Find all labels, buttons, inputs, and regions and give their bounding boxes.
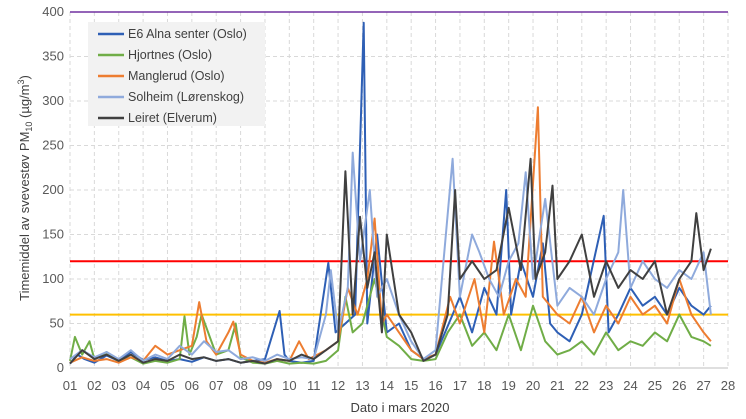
legend-label-1: E6 Alna senter (Oslo): [128, 27, 247, 41]
x-tick-label: 17: [453, 378, 467, 393]
x-tick-label: 16: [428, 378, 442, 393]
legend-label-5: Leiret (Elverum): [128, 111, 217, 125]
x-tick-label: 03: [112, 378, 126, 393]
x-tick-label: 02: [87, 378, 101, 393]
y-axis-title-unit: (µg/m: [17, 84, 32, 121]
series-line-3: [69, 106, 712, 364]
legend-label-2: Hjortnes (Oslo): [128, 48, 212, 62]
y-tick-label: 50: [50, 316, 64, 331]
legend-label-3: Manglerud (Oslo): [128, 69, 225, 83]
x-tick-label: 19: [501, 378, 515, 393]
x-tick-label: 08: [233, 378, 247, 393]
series-lines: [69, 21, 712, 365]
x-tick-label: 10: [282, 378, 296, 393]
x-tick-label: 13: [355, 378, 369, 393]
x-tick-label: 09: [258, 378, 272, 393]
x-tick-label: 23: [599, 378, 613, 393]
y-axis-title-subscript: 10: [24, 122, 34, 132]
legend: E6 Alna senter (Oslo) Hjortnes (Oslo) Mang…: [88, 22, 265, 126]
x-tick-label: 07: [209, 378, 223, 393]
x-tick-label: 12: [331, 378, 345, 393]
legend-background: [88, 22, 265, 126]
series-line-5: [69, 157, 712, 365]
x-tick-label: 11: [307, 378, 321, 393]
x-tick-label: 25: [648, 378, 662, 393]
x-tick-label: 05: [160, 378, 174, 393]
series-line-4: [69, 151, 712, 362]
y-axis-title-superscript: 3: [16, 79, 26, 84]
y-tick-label: 300: [42, 93, 64, 108]
x-tick-label: 22: [575, 378, 589, 393]
y-tick-label: 200: [42, 182, 64, 197]
series-line-2: [69, 278, 712, 365]
y-axis-title-unit-close: ): [17, 75, 32, 79]
x-axis-title: Dato i mars 2020: [351, 400, 450, 415]
x-tick-label: 04: [136, 378, 150, 393]
x-tick-label: 15: [404, 378, 418, 393]
y-tick-label: 250: [42, 138, 64, 153]
x-tick-label: 24: [623, 378, 637, 393]
legend-label-4: Solheim (Lørenskog): [128, 90, 244, 104]
x-tick-label: 06: [185, 378, 199, 393]
y-axis-title: Timemiddel av svevestøv PM10 (µg/m3): [16, 75, 34, 301]
y-tick-label: 100: [42, 271, 64, 286]
y-tick-label: 0: [57, 360, 64, 375]
y-tick-labels: 0 50 100 150 200 250 300 350 400: [42, 4, 64, 375]
x-tick-label: 20: [526, 378, 540, 393]
y-axis-title-main: Timemiddel av svevestøv PM: [17, 132, 32, 301]
x-tick-label: 21: [550, 378, 564, 393]
x-tick-label: 14: [380, 378, 394, 393]
x-tick-label: 28: [721, 378, 735, 393]
x-tick-labels: 01 02 03 04 05 06 07 08 09 10 11 12 13 14 15 16 17 18 19 20…: [63, 378, 735, 393]
y-tick-label: 150: [42, 227, 64, 242]
x-tick-label: 18: [477, 378, 491, 393]
y-tick-label: 350: [42, 49, 64, 64]
x-tick-label: 27: [696, 378, 710, 393]
y-tick-label: 400: [42, 4, 64, 19]
x-tick-label: 01: [63, 378, 77, 393]
x-tick-label: 26: [672, 378, 686, 393]
